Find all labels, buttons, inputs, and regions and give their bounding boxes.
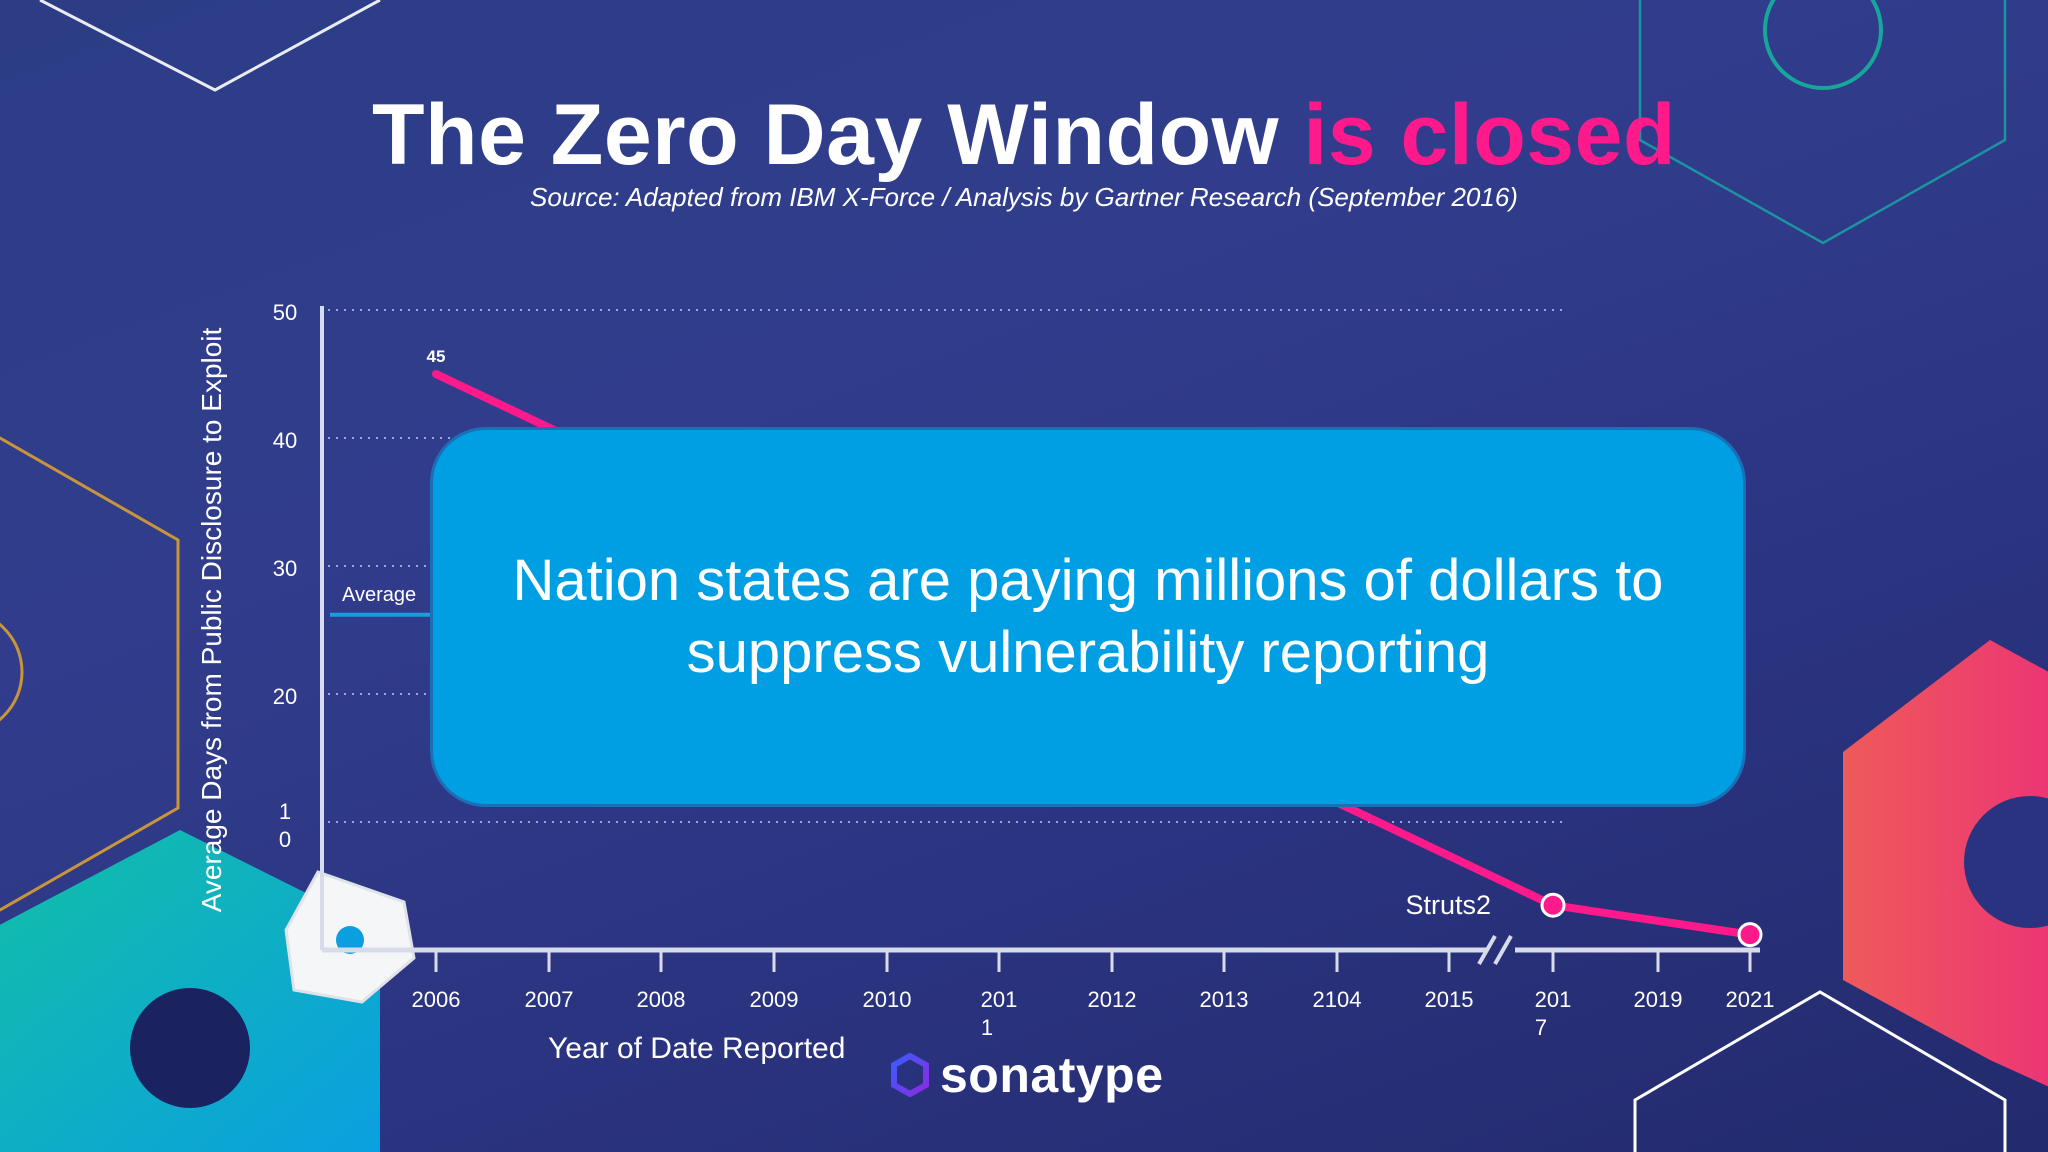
x-tick-label: 201 1 [981, 987, 1018, 1040]
x-axis-label: Year of Date Reported [548, 1032, 846, 1065]
deco-outline-hexagon-left [0, 436, 180, 912]
x-tick-label: 2021 [1726, 987, 1775, 1012]
deco-white-hexagon-dot [336, 926, 364, 954]
axis-break-mark [1493, 935, 1513, 965]
x-tick-label: 2104 [1313, 987, 1362, 1012]
average-label: Average [342, 584, 416, 606]
x-tick-label: 2006 [412, 987, 461, 1012]
slide-title: The Zero Day Window is closed [0, 86, 2048, 185]
logo-text: sonatype [940, 1047, 1164, 1103]
x-tick-label: 2009 [750, 987, 799, 1012]
deco-ring-top-right [1763, 0, 1883, 90]
data-point-value-label: 45 [427, 347, 446, 366]
deco-outline-hexagon-top-left [39, 0, 381, 92]
data-point-marker [1737, 922, 1763, 948]
callout-line-1: Nation states are paying millions of dol… [512, 548, 1664, 613]
y-tick-label: 20 [273, 684, 297, 709]
deco-outline-hexagon-bottom-right [1633, 990, 2007, 1152]
x-tick-label: 2013 [1200, 987, 1249, 1012]
callout-line-2: suppress vulnerability reporting [686, 620, 1490, 685]
y-tick-label: 40 [273, 428, 297, 453]
title-main: The Zero Day Window [372, 87, 1280, 183]
y-tick-label: 30 [273, 556, 297, 581]
sonatype-hexagon-icon [891, 1053, 929, 1097]
deco-coral-hexagon-shape [1843, 640, 2048, 1087]
y-tick-label: 50 [273, 300, 297, 325]
deco-ring-left [0, 622, 24, 722]
data-point-label: Struts2 [1405, 890, 1491, 920]
x-tick-label: 2015 [1425, 987, 1474, 1012]
x-tick-label: 2019 [1634, 987, 1683, 1012]
axis-break-mark [1477, 935, 1497, 965]
callout-box: Nation states are paying millions of dol… [430, 427, 1746, 807]
data-point-marker [1540, 892, 1566, 918]
x-tick-label: 2007 [525, 987, 574, 1012]
x-tick-label: 2012 [1088, 987, 1137, 1012]
deco-coral-cutout [1964, 796, 2048, 928]
y-axis-label: Average Days from Public Disclosure to E… [196, 327, 227, 913]
deco-outline-hexagon-top-right [1638, 0, 2007, 245]
x-tick-label: 2010 [863, 987, 912, 1012]
deco-dark-circle [130, 988, 250, 1108]
title-accent: is closed [1303, 87, 1676, 183]
source-subtitle: Source: Adapted from IBM X-Force / Analy… [530, 182, 1518, 212]
x-tick-label: 2008 [637, 987, 686, 1012]
x-tick-label: 201 7 [1535, 987, 1572, 1040]
sonatype-logo: sonatype [890, 1040, 1164, 1110]
